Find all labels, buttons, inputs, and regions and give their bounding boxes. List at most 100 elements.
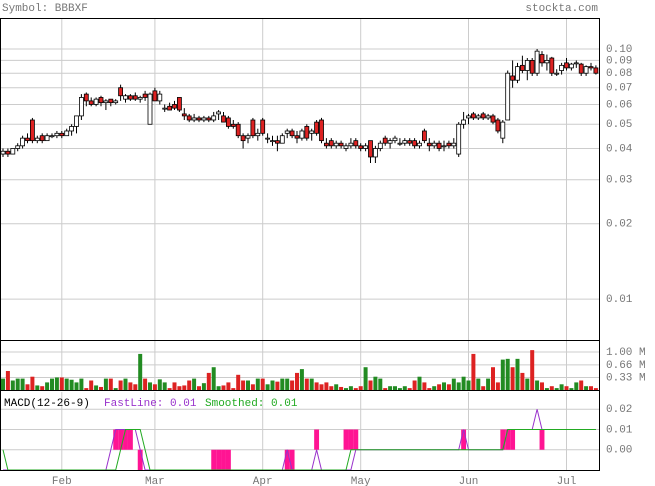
candle-body: [461, 119, 467, 125]
candle-body: [412, 140, 418, 147]
candle-body: [274, 140, 280, 144]
volume-bar: [74, 382, 79, 390]
volume-bar: [309, 378, 314, 390]
candle-body: [539, 54, 545, 64]
y-tick-label: 0.05: [606, 119, 632, 131]
candle-body: [402, 140, 408, 144]
macd-histogram-bar: [505, 429, 511, 450]
candle-body: [113, 100, 119, 104]
macd-histogram-bar: [127, 429, 133, 450]
candle-body: [441, 145, 447, 148]
candle-body: [186, 115, 192, 121]
volume-bar: [108, 378, 113, 390]
candle-body: [564, 62, 569, 69]
candle-body: [372, 148, 378, 158]
candle-body: [88, 100, 94, 105]
volume-bar: [348, 386, 353, 390]
macd-histogram-bar: [123, 429, 128, 450]
macd-panel: [0, 390, 600, 471]
candle-body: [245, 135, 251, 139]
volume-bar: [314, 382, 319, 390]
volume-bar: [162, 382, 167, 390]
volume-bar: [388, 386, 393, 390]
volume-bar: [187, 380, 192, 390]
volume-bar: [520, 372, 525, 390]
volume-bar: [481, 386, 486, 390]
candle-body: [49, 135, 55, 138]
candle-body: [83, 93, 89, 102]
volume-bar: [476, 378, 481, 390]
candle-body: [201, 117, 207, 121]
x-tick-label: Jul: [557, 476, 577, 486]
volume-bar: [373, 376, 378, 390]
volume-bar: [491, 367, 495, 390]
volume-bar: [40, 386, 45, 390]
macd-histogram-bar: [225, 449, 231, 470]
macd-histogram-bar: [216, 449, 222, 470]
candle-body: [573, 62, 579, 65]
macd-histogram-bar: [348, 429, 354, 450]
candle-body: [392, 137, 398, 142]
candle-body: [0, 150, 6, 155]
volume-bar: [564, 386, 569, 390]
candle-body: [578, 63, 584, 74]
macd-line: [2, 428, 596, 470]
y-tick-label: 0.01: [606, 424, 633, 436]
volume-bar: [535, 380, 540, 390]
volume-bar: [216, 386, 221, 390]
volume-bar: [304, 378, 309, 390]
volume-bar: [25, 384, 30, 390]
volume-bar: [549, 386, 554, 390]
candle-body: [10, 148, 16, 155]
macd-histogram-bar: [314, 429, 320, 450]
volume-bar: [50, 378, 54, 390]
candle-body: [260, 119, 266, 134]
candle-body: [520, 64, 525, 71]
candle-body: [485, 115, 491, 119]
candle-body: [505, 72, 511, 121]
candle-body: [387, 140, 393, 144]
volume-bar: [5, 371, 10, 390]
candle-body: [250, 119, 256, 137]
candle-body: [142, 93, 148, 98]
candle-body: [534, 50, 540, 74]
volume-bar: [569, 388, 574, 390]
volume-bar: [363, 367, 368, 390]
y-tick-label: 0.01: [606, 294, 633, 306]
candle-body: [93, 98, 99, 105]
volume-bar: [89, 380, 94, 390]
candle-body: [338, 142, 344, 147]
volume-bar: [334, 384, 339, 390]
candle-body: [304, 126, 310, 139]
macd-histogram-bar: [221, 449, 226, 470]
candle-body: [323, 142, 329, 147]
volume-bar: [495, 382, 500, 390]
candle-body: [181, 113, 187, 117]
candle-body: [206, 117, 212, 121]
volume-bar: [461, 376, 466, 390]
volume-bar: [79, 378, 84, 390]
volume-bar: [69, 379, 74, 390]
candle-body: [230, 123, 236, 127]
candle-body: [490, 115, 496, 123]
y-tick-label: 0.02: [606, 404, 632, 416]
volume-bar: [45, 382, 50, 390]
candle-body: [529, 60, 535, 74]
volume-bar: [559, 384, 564, 390]
plot-layer: Feb Mar Apr May Jun Jul 0.100.090.08 0.07 0.06 0.…: [0, 18, 646, 486]
volume-bar: [275, 381, 280, 390]
volume-bar: [353, 388, 358, 390]
candle-body: [368, 140, 373, 158]
volume-bar: [206, 372, 211, 390]
candle-body: [270, 140, 275, 143]
candle-body: [431, 142, 437, 147]
candle-body: [54, 132, 60, 137]
volume-bar: [515, 358, 520, 390]
volume-bar: [544, 388, 549, 390]
candle-body: [348, 142, 354, 147]
volume-bar: [103, 378, 108, 390]
volume-bar: [265, 384, 270, 390]
volume-bar: [574, 382, 579, 390]
volume-bar: [500, 359, 505, 390]
macd-histogram-bar: [211, 449, 217, 470]
